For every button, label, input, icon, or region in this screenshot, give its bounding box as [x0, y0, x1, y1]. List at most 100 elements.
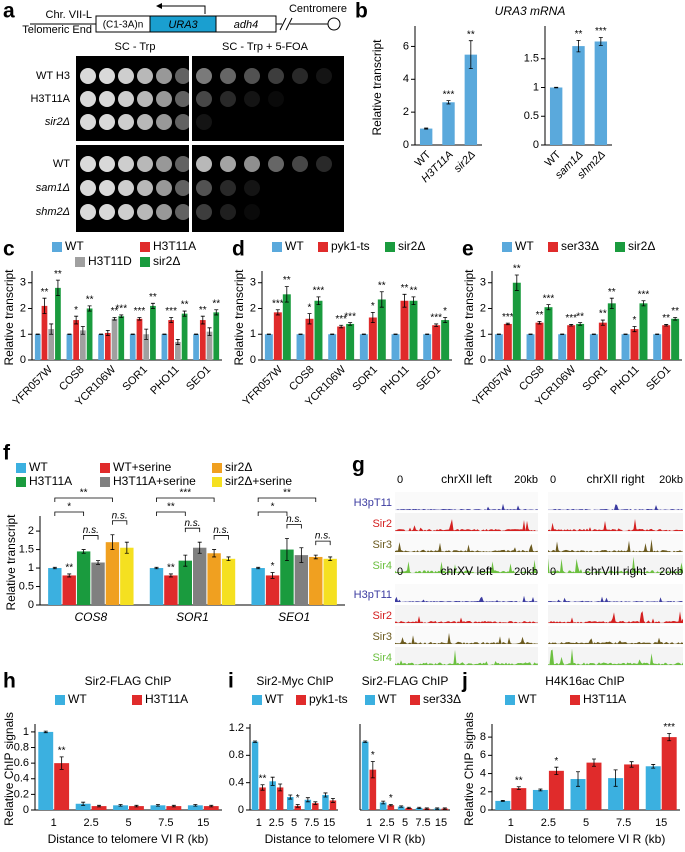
y-tick-label: 0.6 [14, 757, 29, 769]
x-tick-label: 5 [125, 817, 131, 829]
error-bar [74, 315, 79, 325]
error-bar [673, 317, 678, 321]
error-bar [260, 784, 265, 791]
region-name: chrXII left [441, 472, 492, 486]
bar [76, 551, 91, 605]
spot [156, 180, 172, 196]
bar [181, 313, 188, 360]
bracket [315, 540, 331, 546]
track-name: H3pT11 [354, 497, 392, 509]
bar [567, 325, 576, 360]
bracket [156, 497, 215, 502]
bar [346, 323, 355, 360]
chart-title: URA3 mRNA [495, 4, 566, 18]
y-tick-label: 0.4 [14, 773, 29, 785]
track-background [395, 513, 538, 532]
significance-label: *** [335, 314, 347, 325]
neighbor-label: adh4 [234, 19, 258, 31]
legend-label: WT [378, 692, 397, 706]
bar [193, 334, 199, 360]
error-bar [97, 804, 102, 808]
error-bar [393, 333, 398, 335]
bar [419, 128, 433, 145]
error-bar [528, 333, 533, 335]
spot [156, 114, 172, 130]
spot [118, 91, 134, 107]
legend-label: sir2Δ [398, 239, 425, 253]
significance-label: ** [401, 283, 409, 294]
break-mark [285, 17, 293, 31]
bar [314, 300, 323, 360]
error-bar [537, 320, 542, 325]
legend-label: sir2Δ [153, 254, 180, 268]
error-bar [667, 733, 672, 742]
significance-label: ** [378, 280, 386, 291]
promoter-arrowhead [156, 3, 162, 9]
error-bar [613, 769, 618, 787]
region-start: 0 [550, 474, 556, 486]
bar [323, 558, 337, 605]
x-tick-label: SEO1 [644, 364, 673, 393]
bar [251, 568, 265, 605]
chart-title: Sir2-FLAG ChIP [85, 674, 172, 688]
track-name: Sir2 [372, 610, 392, 622]
spot [118, 114, 134, 130]
error-bar [578, 322, 583, 326]
x-tick-label: YFR057W [471, 363, 516, 408]
bar [149, 568, 164, 605]
y-tick-label: 1 [480, 328, 486, 340]
x-tick-label: YFR057W [241, 363, 286, 408]
bar [221, 558, 236, 605]
significance-label: ** [599, 309, 607, 320]
y-axis-label: Relative ChIP signals [2, 712, 16, 826]
x-tick-label: COS8 [517, 364, 547, 394]
error-bar [629, 761, 634, 768]
spot [220, 180, 236, 196]
spot [99, 114, 115, 130]
significance-label: ** [259, 773, 267, 784]
legend-swatch [272, 242, 282, 252]
panel-letter: h [3, 670, 16, 693]
y-tick-label: 0.5 [524, 110, 539, 122]
legend-label: WT+serine [113, 460, 172, 474]
significance-label: *** [663, 722, 675, 733]
bracket [286, 524, 302, 529]
bar [203, 806, 219, 810]
legend-label: H3T11A+serine [113, 474, 196, 488]
legend-swatch [385, 242, 395, 252]
y-tick-label: 3 [480, 277, 486, 289]
bar [34, 334, 41, 360]
error-bar [81, 801, 86, 806]
y-tick-label: 4 [480, 767, 486, 779]
strain-label: H3T11A [30, 93, 70, 105]
significance-label: ** [608, 287, 616, 298]
bar [105, 542, 120, 605]
significance-label: *** [115, 304, 127, 315]
error-bar [435, 807, 440, 810]
spot [244, 180, 260, 196]
error-bar [118, 804, 123, 807]
significance-label: ** [671, 306, 679, 317]
bar [54, 763, 70, 810]
bar [199, 320, 206, 360]
track-background [395, 492, 538, 511]
legend-swatch [140, 257, 150, 267]
error-bar [194, 333, 199, 335]
bracket [213, 535, 229, 540]
plate-divider [189, 56, 192, 232]
bar [391, 334, 400, 360]
y-tick-label: 1.5 [524, 53, 539, 65]
track-name: Sir4 [372, 652, 392, 664]
bracket [54, 497, 113, 502]
x-tick-label: SEO1 [414, 364, 443, 393]
spot [99, 180, 115, 196]
bracket [156, 511, 186, 516]
legend-label: WT [518, 692, 537, 706]
error-bar [284, 286, 289, 303]
chromosome-label: Chr. VII-L [46, 9, 92, 21]
legend-label: H3T11A [145, 692, 188, 706]
bar [572, 46, 585, 145]
x-tick-label: 2.5 [83, 817, 98, 829]
error-bar [150, 302, 155, 309]
track-name: Sir3 [372, 631, 392, 643]
